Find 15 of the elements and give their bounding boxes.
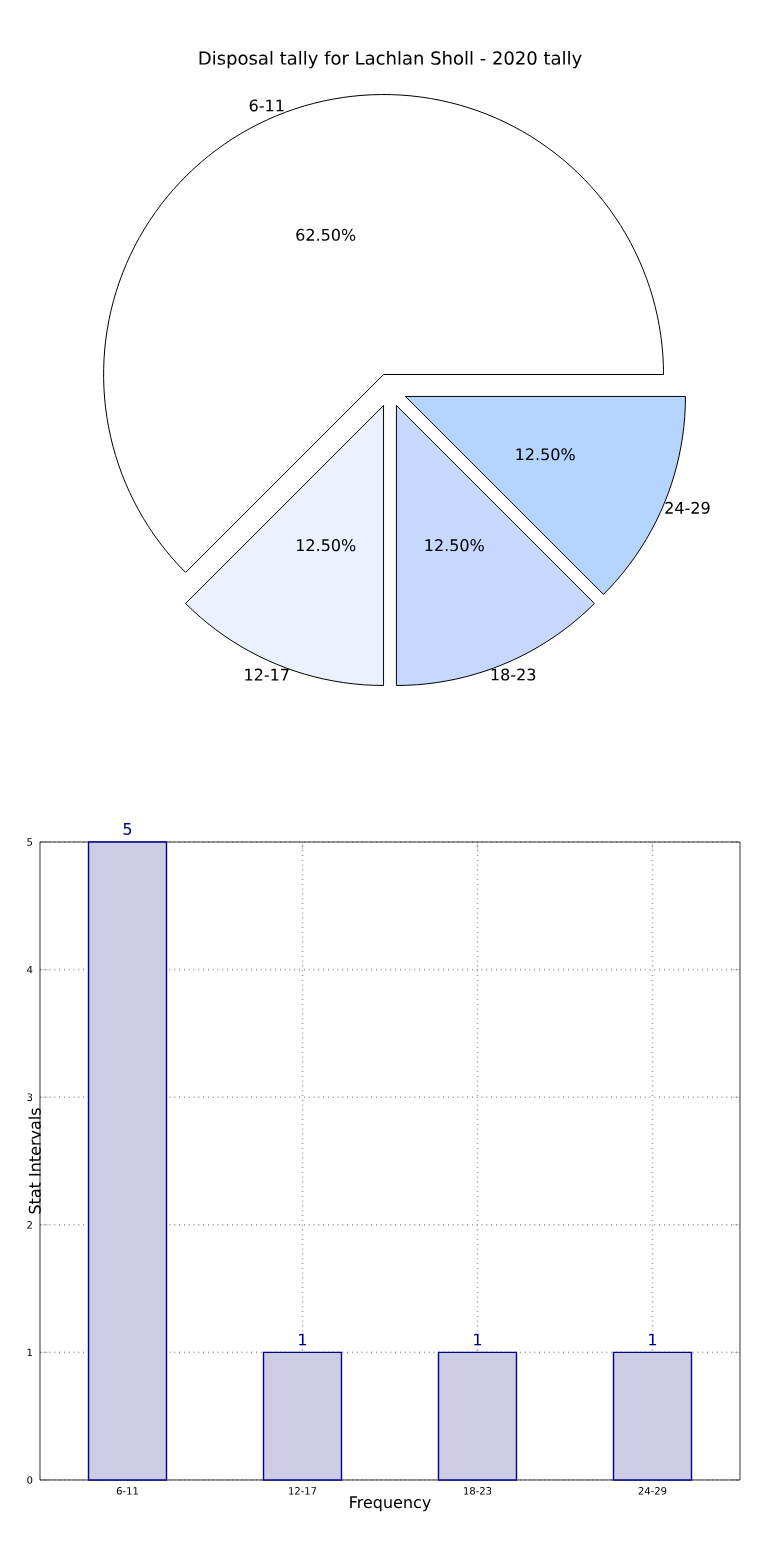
slice-label: 6-11 bbox=[249, 99, 284, 112]
data-label: 1 bbox=[474, 1333, 482, 1346]
y-axis-title: Stat Intervals bbox=[28, 1108, 41, 1214]
slice-label: 12-17 bbox=[245, 668, 289, 681]
data-label: 1 bbox=[649, 1333, 657, 1346]
data-label: 1 bbox=[299, 1333, 307, 1346]
data-label: 62.50% bbox=[296, 228, 356, 241]
data-label: 12.50% bbox=[425, 539, 484, 552]
data-label: 5 bbox=[123, 823, 132, 835]
data-label: 12.50% bbox=[516, 448, 575, 461]
slice-label: 24-29 bbox=[665, 501, 710, 514]
data-label: 12.50% bbox=[296, 539, 356, 552]
x-axis-title: Frequency bbox=[350, 1496, 431, 1512]
chart-title: Disposal tally for Lachlan Sholl - 2020 tally bbox=[199, 50, 582, 69]
slice-label: 18-23 bbox=[491, 668, 536, 681]
